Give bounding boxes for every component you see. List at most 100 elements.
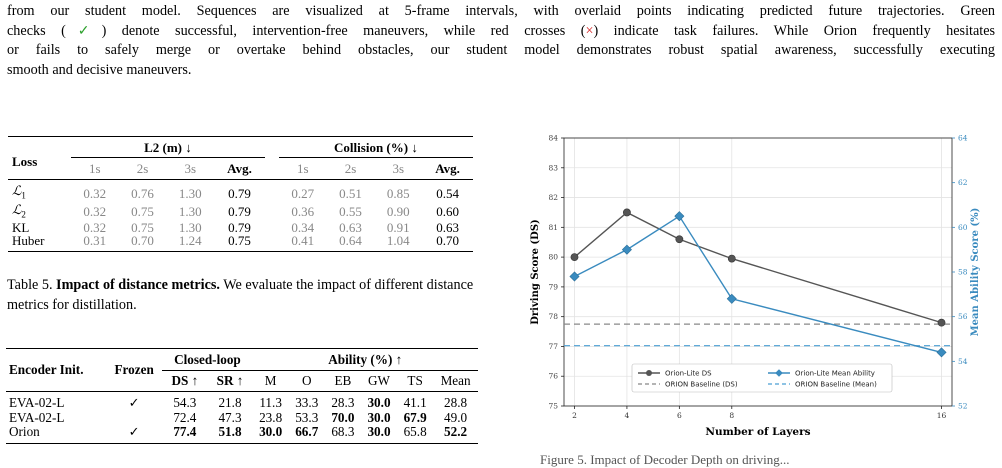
t6-encoder-name: Orion bbox=[9, 424, 40, 439]
x-tick-label: 2 bbox=[572, 411, 577, 420]
t5-cell: 1.04 bbox=[386, 233, 410, 249]
legend-entry: ORION Baseline (Mean) bbox=[795, 381, 877, 389]
x-axis-label: Number of Layers bbox=[705, 426, 810, 438]
table-row: EVA-02-L 72.4 47.3 23.8 53.3 70.0 30.0 67.9 49.0 bbox=[6, 409, 478, 426]
t6-cell: 47.3 bbox=[218, 409, 242, 425]
t5-cell: 1.30 bbox=[178, 185, 202, 201]
data-point bbox=[675, 235, 684, 244]
y-tick-label-right: 58 bbox=[958, 268, 968, 277]
t5-cell: 0.85 bbox=[386, 185, 410, 201]
t5-cell: 0.63 bbox=[339, 220, 362, 236]
col-loss-header: Loss bbox=[12, 153, 38, 169]
t6-cell: 41.1 bbox=[403, 395, 427, 410]
t5-cell: 0.54 bbox=[436, 185, 459, 201]
legend-entry: Orion-Lite Mean Ability bbox=[795, 370, 875, 378]
data-point bbox=[570, 253, 579, 262]
figure5-caption-fragment: Figure 5. Impact of Decoder Depth on dri… bbox=[540, 452, 790, 467]
t6-cell: 67.9 bbox=[403, 409, 427, 425]
table-row: Orion ✓ 77.4 51.8 30.0 66.7 68.3 30.0 65.8 52.2 bbox=[6, 424, 478, 443]
t6-subcol-7: Mean bbox=[440, 372, 471, 388]
y-tick-label: 83 bbox=[548, 163, 558, 172]
t6-cell: 21.8 bbox=[218, 395, 242, 410]
t5-cell: 0.51 bbox=[339, 185, 362, 201]
y-tick-label-right: 54 bbox=[958, 357, 968, 366]
caption-line-4: smooth and decisive maneuvers. bbox=[7, 61, 192, 78]
t6-cell: 28.3 bbox=[331, 395, 355, 410]
t5-subcol-5: 2s bbox=[344, 161, 357, 176]
t5-subcol-7: Avg. bbox=[435, 161, 460, 176]
t5-cell: 0.41 bbox=[291, 233, 315, 249]
t5-cell: 0.75 bbox=[228, 233, 251, 249]
table-row: KL 0.32 0.75 1.30 0.79 0.34 0.63 0.91 0.63 bbox=[8, 221, 473, 234]
chart-axes: 75 76 77 78 79 80 81 82 83 84 52 54 56 58 60 62 64 2 4 6 8 16 bbox=[548, 134, 967, 421]
y-tick-label: 78 bbox=[548, 312, 558, 321]
t6-cell: 51.8 bbox=[218, 424, 242, 439]
y-tick-label-right: 52 bbox=[958, 402, 968, 411]
data-point bbox=[937, 318, 946, 327]
legend-marker bbox=[646, 370, 652, 376]
green-check-icon: ✓ bbox=[65, 22, 102, 39]
t5-cell: 0.75 bbox=[131, 204, 154, 220]
y-tick-label: 77 bbox=[548, 342, 558, 351]
t5-cell: 0.32 bbox=[83, 220, 107, 236]
t6-cell: 54.3 bbox=[173, 395, 197, 410]
t6-cell: 30.0 bbox=[367, 395, 391, 410]
caption-line-1: from our student model. Sequences are vi… bbox=[7, 3, 995, 19]
t5-cell: 0.32 bbox=[83, 185, 107, 201]
t6-cell: 77.4 bbox=[173, 424, 197, 439]
table-encoder-init: Encoder Init. Frozen Closed-loop Ability… bbox=[6, 348, 478, 444]
t6-subcol-3: O bbox=[301, 372, 312, 388]
t5-cell: 0.91 bbox=[386, 220, 410, 236]
t5-loss-name: ℒ2 bbox=[12, 201, 26, 220]
t6-cell: 30.0 bbox=[259, 424, 283, 439]
t5-cell: 0.79 bbox=[228, 220, 251, 236]
y-tick-label-right: 62 bbox=[958, 178, 968, 187]
y-tick-label: 81 bbox=[548, 223, 558, 232]
col-encoder-header: Encoder Init. bbox=[9, 361, 84, 377]
t5-cell: 1.30 bbox=[178, 220, 202, 236]
table-row: EVA-02-L ✓ 54.3 21.8 11.3 33.3 28.3 30.0 41.1 28.… bbox=[6, 392, 478, 411]
red-cross-icon: × bbox=[585, 22, 594, 39]
t5-subcol-1: 2s bbox=[136, 161, 149, 176]
t5-cell: 0.34 bbox=[291, 220, 315, 236]
table-distance-metrics: Loss L2 (m) ↓ Collision (%) ↓ 1s 2s 3s Avg.… bbox=[8, 136, 473, 252]
chart-legend: Orion-Lite DS Orion-Lite Mean Ability ORIO… bbox=[631, 363, 893, 393]
t5-subcol-2: 3s bbox=[184, 161, 197, 176]
t6-cell: 65.8 bbox=[403, 424, 427, 439]
data-point bbox=[623, 208, 631, 217]
t5-cell: 0.55 bbox=[339, 204, 362, 220]
t6-frozen-check bbox=[106, 411, 162, 426]
y-axis-label-left: Driving Score (DS) bbox=[530, 219, 541, 325]
t6-cell: 11.3 bbox=[259, 395, 282, 410]
t6-cell: 30.0 bbox=[367, 424, 391, 439]
t5-subcol-4: 1s bbox=[297, 161, 309, 176]
y-tick-label: 80 bbox=[548, 253, 558, 262]
y-tick-label: 84 bbox=[548, 134, 558, 143]
x-tick-label: 8 bbox=[729, 411, 734, 420]
t6-subcol-6: TS bbox=[407, 372, 423, 388]
t6-subcol-0: DS ↑ bbox=[171, 372, 199, 388]
t5-cell: 0.90 bbox=[386, 204, 410, 220]
table-row: ℒ2 0.32 0.75 1.30 0.79 0.36 0.55 0.90 0.60 bbox=[8, 203, 473, 222]
table5-caption: Table 5. Impact of distance metrics. We … bbox=[7, 277, 474, 313]
data-point bbox=[674, 211, 685, 222]
t5-subcol-0: 1s bbox=[88, 161, 101, 176]
series-line bbox=[574, 215, 942, 354]
t6-cell: 28.8 bbox=[444, 395, 468, 410]
x-tick-label: 4 bbox=[625, 411, 630, 420]
y-tick-label: 82 bbox=[548, 193, 558, 202]
t5-cell: 0.31 bbox=[83, 233, 107, 249]
t5-cell: 0.32 bbox=[83, 204, 107, 220]
caption-line-2: checks (✓) denote successful, interventi… bbox=[7, 22, 996, 39]
y-axis-label-right: Mean Ability Score (%) bbox=[970, 208, 981, 337]
t5-cell: 0.75 bbox=[131, 220, 154, 236]
col-frozen-header: Frozen bbox=[114, 361, 154, 377]
table-row: ℒ1 0.32 0.76 1.30 0.79 0.27 0.51 0.85 0.54 bbox=[8, 180, 473, 203]
t5-loss-name: KL bbox=[12, 220, 30, 236]
caption-line-3: or fails to safely merge or overtake beh… bbox=[7, 42, 995, 58]
data-point bbox=[569, 271, 580, 282]
t5-cell: 0.27 bbox=[291, 185, 315, 201]
t5-cell: 0.36 bbox=[291, 204, 315, 220]
legend-entry: ORION Baseline (DS) bbox=[665, 381, 738, 389]
t6-subcol-4: EB bbox=[334, 372, 352, 388]
